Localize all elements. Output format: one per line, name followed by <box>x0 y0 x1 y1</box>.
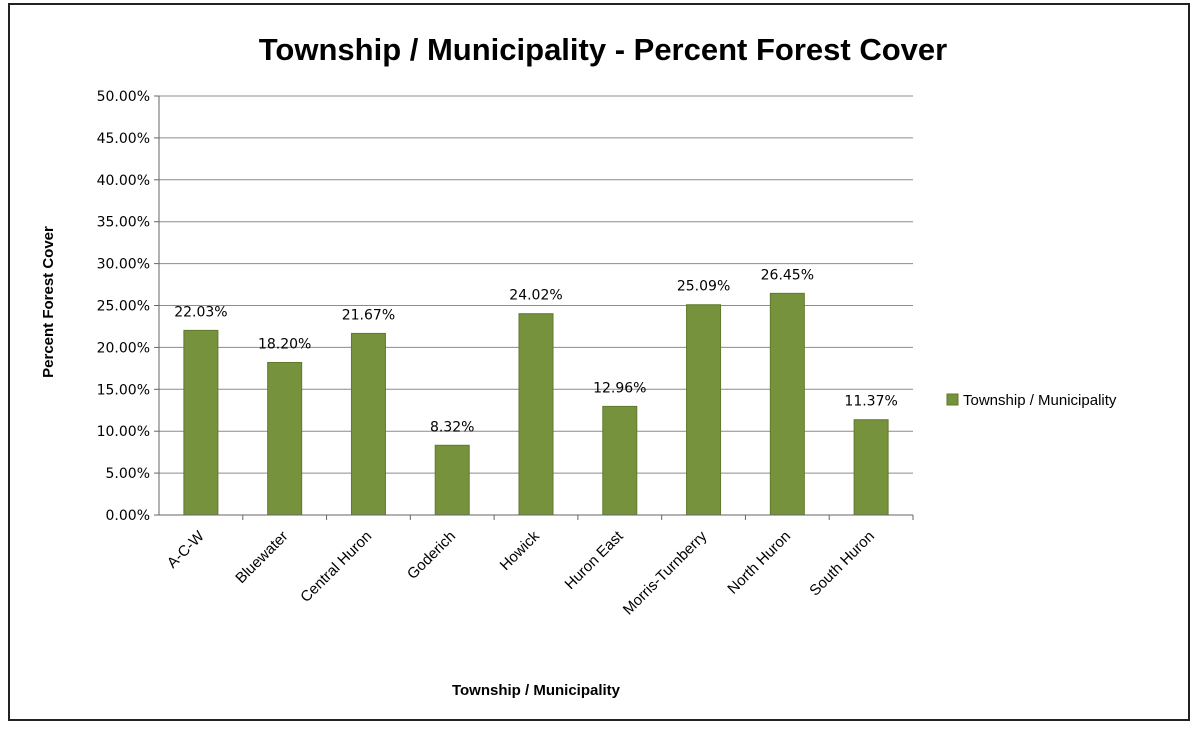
chart-title: Township / Municipality - Percent Forest… <box>259 32 947 67</box>
bar <box>267 361 303 516</box>
bar <box>183 329 219 516</box>
x-axis-title: Township / Municipality <box>452 682 621 699</box>
x-tick-label: South Huron <box>806 528 878 600</box>
legend-label: Township / Municipality <box>963 392 1117 409</box>
x-tick-label: Goderich <box>404 528 459 583</box>
data-label: 18.20% <box>258 336 311 352</box>
bar <box>769 292 805 516</box>
y-tick-label: 0.00% <box>106 508 150 524</box>
y-axis-title: Percent Forest Cover <box>40 226 57 378</box>
x-tick-label: Huron East <box>562 527 628 593</box>
y-tick-label: 15.00% <box>97 382 150 398</box>
data-label: 8.32% <box>430 419 474 435</box>
data-label: 11.37% <box>844 394 897 410</box>
data-label: 25.09% <box>677 279 730 295</box>
bar <box>853 419 889 516</box>
bar <box>686 304 722 516</box>
y-tick-label: 45.00% <box>97 131 150 147</box>
x-tick-label: North Huron <box>724 528 794 598</box>
y-tick-label: 40.00% <box>97 173 150 189</box>
y-tick-labels: 0.00% 5.00% 10.00% 15.00% 20.00% 25.00% 30.00%… <box>97 89 150 524</box>
data-labels: 22.03% 18.20% 21.67% 8.32% 24.02% 12.96% 25.09… <box>174 267 898 435</box>
y-tick-label: 20.00% <box>97 340 150 356</box>
y-tick-label: 25.00% <box>97 299 150 315</box>
x-tick-label: A-C-W <box>164 527 208 571</box>
y-tick-label: 35.00% <box>97 215 150 231</box>
y-tick-label: 5.00% <box>106 466 150 482</box>
x-tick-label: Morris-Turnberry <box>620 527 711 618</box>
data-label: 21.67% <box>342 307 395 323</box>
y-tick-label: 30.00% <box>97 257 150 273</box>
data-label: 24.02% <box>509 288 562 304</box>
bar <box>602 405 638 516</box>
x-tick-labels: A-C-W Bluewater Central Huron Goderich Howic… <box>164 527 878 618</box>
bar <box>350 332 386 516</box>
x-tick-label: Bluewater <box>232 528 291 587</box>
data-label: 26.45% <box>761 267 814 283</box>
data-label: 22.03% <box>174 304 227 320</box>
y-tick-label: 50.00% <box>97 89 150 105</box>
data-label: 12.96% <box>593 380 646 396</box>
x-tick-label: Howick <box>497 527 544 574</box>
x-tick-label: Central Huron <box>297 528 375 606</box>
bar <box>434 444 470 516</box>
legend-swatch <box>946 393 959 406</box>
bars <box>183 292 914 520</box>
y-tick-label: 10.00% <box>97 424 150 440</box>
legend: Township / Municipality <box>946 392 1117 409</box>
bar <box>518 313 554 516</box>
